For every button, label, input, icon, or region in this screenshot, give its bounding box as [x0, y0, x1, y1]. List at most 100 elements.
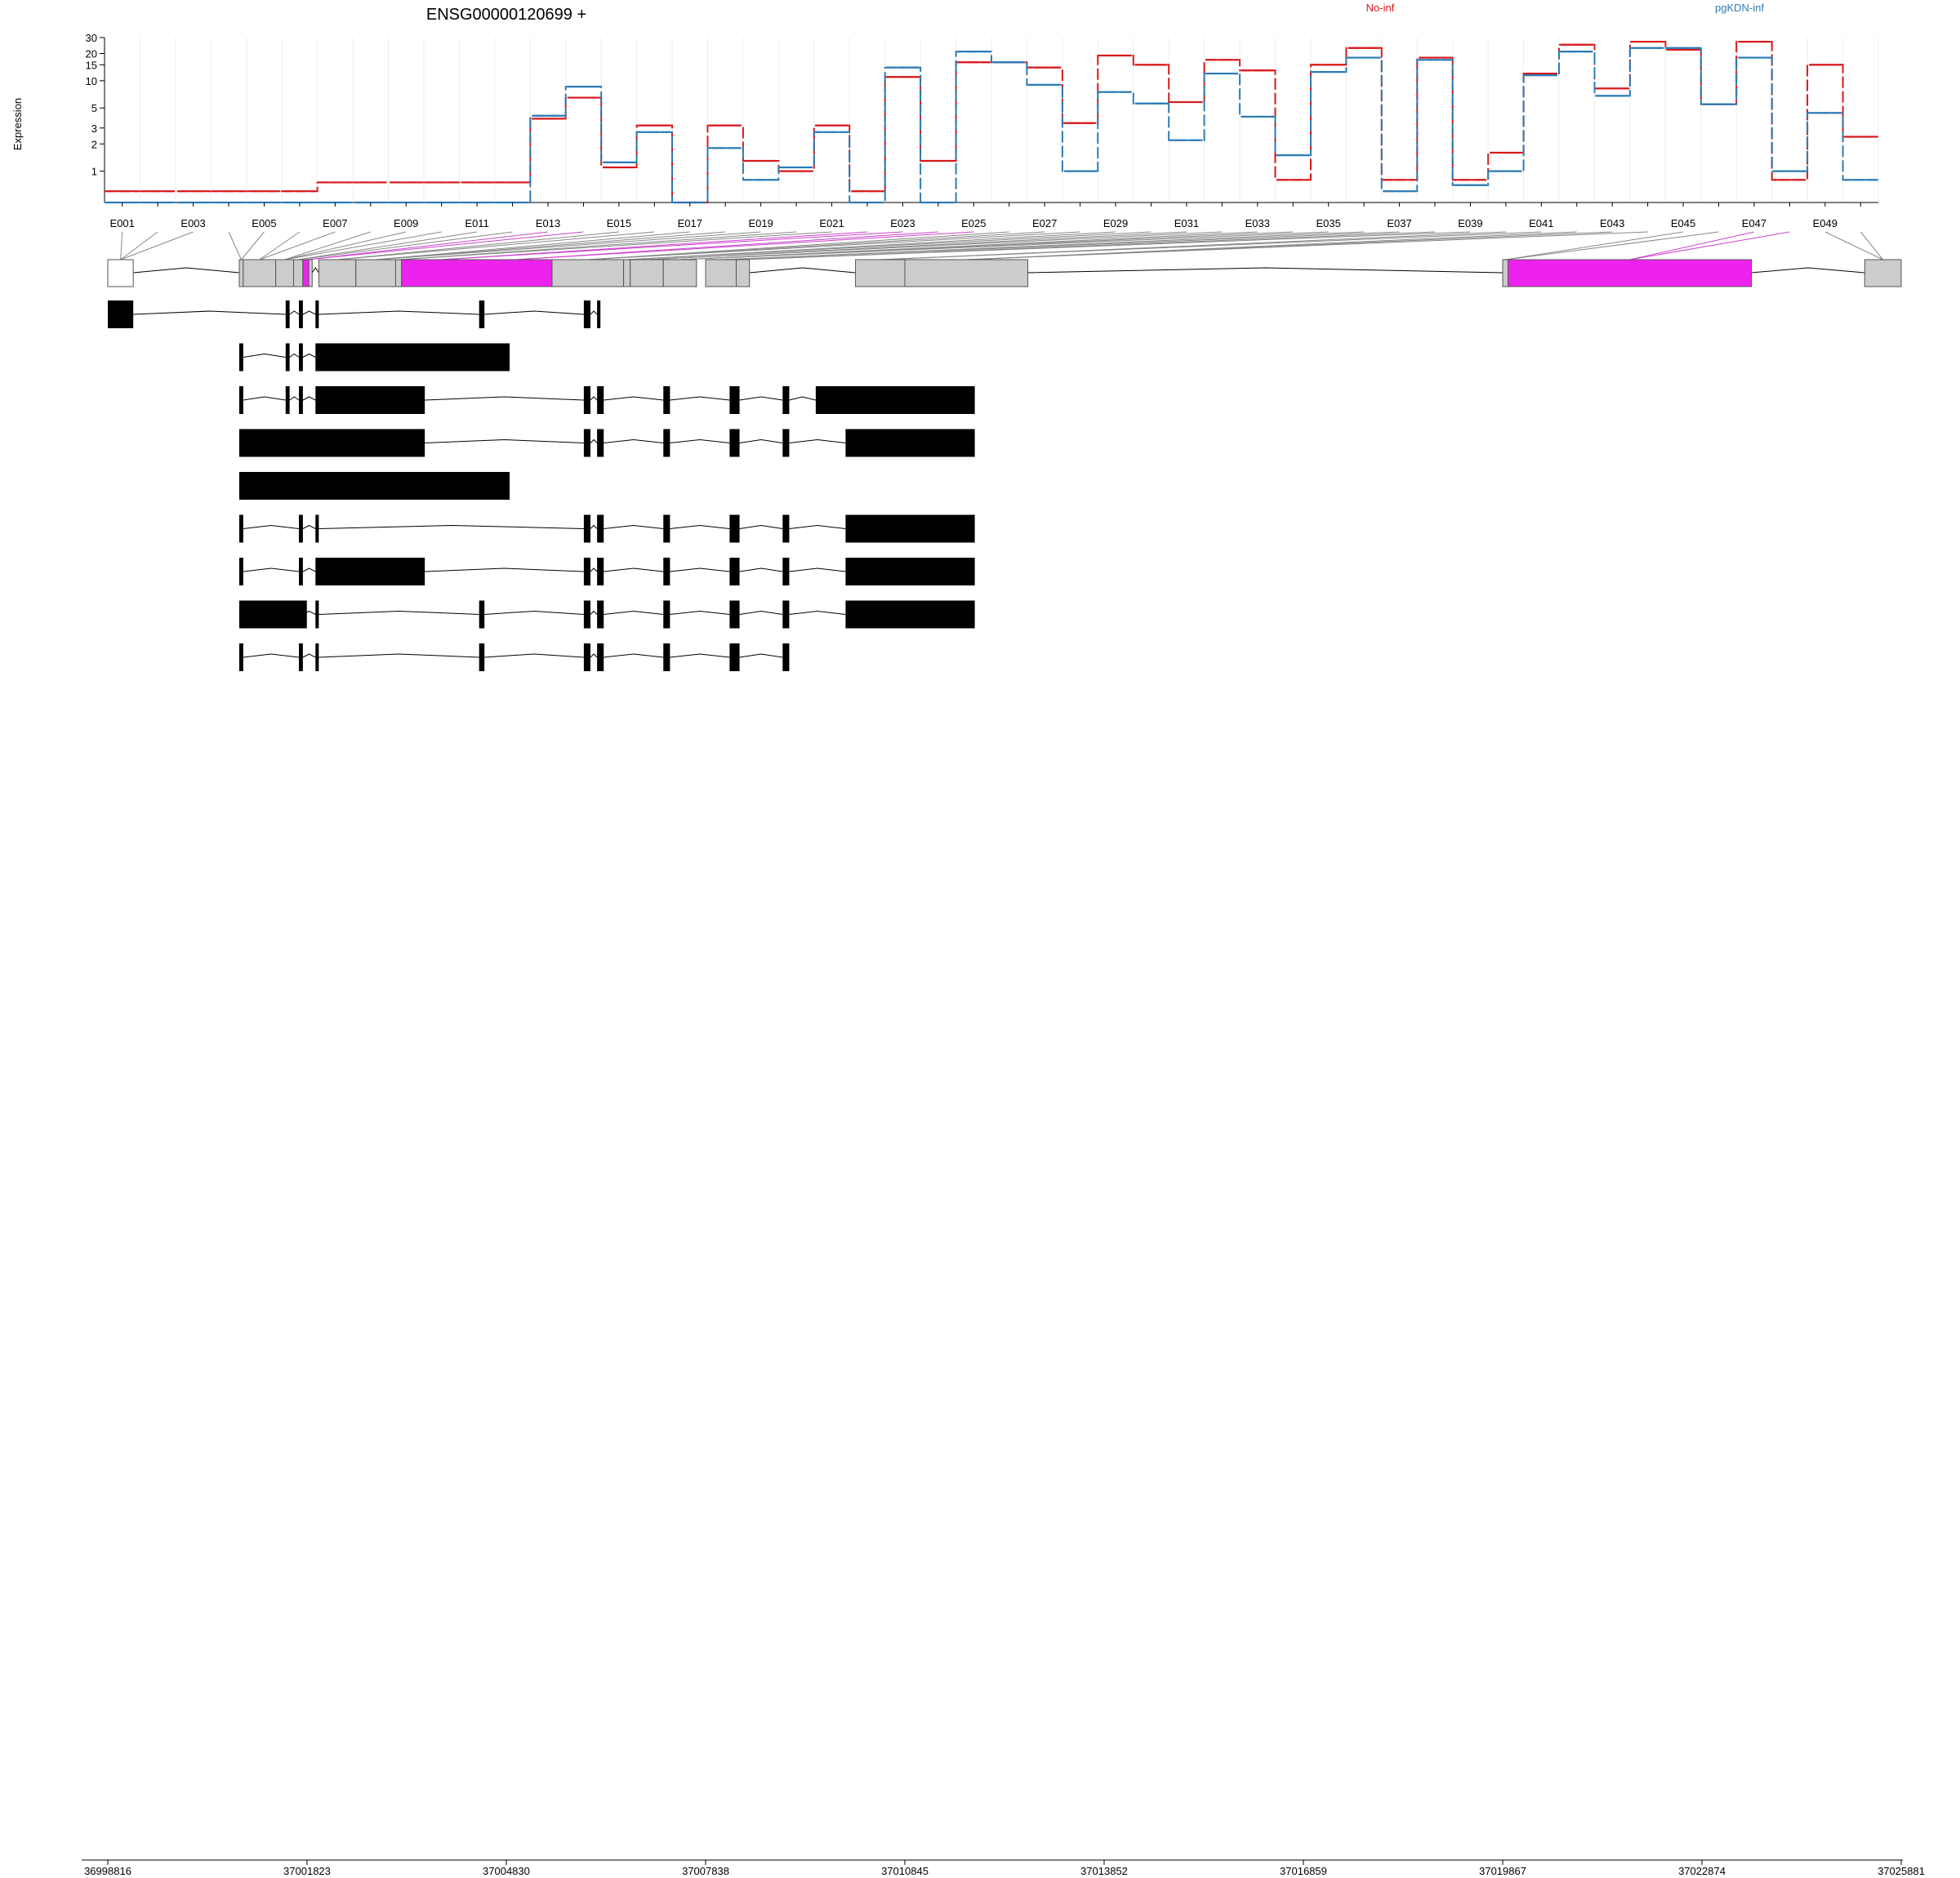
transcript-intron	[243, 653, 300, 658]
exon-label: E029	[1103, 217, 1128, 229]
highlighted-exon	[401, 259, 553, 287]
transcript-intron	[243, 396, 286, 401]
transcript-exon	[597, 429, 604, 457]
transcript-exon	[285, 300, 290, 328]
y-tick-label: 10	[86, 75, 97, 87]
exon-connector	[120, 231, 158, 260]
exon-label: E033	[1245, 217, 1270, 229]
gene-junction	[1027, 267, 1503, 274]
y-tick-label: 3	[91, 122, 97, 135]
transcript-intron	[425, 438, 584, 443]
exon-connector	[337, 231, 619, 260]
transcript-exon	[845, 600, 975, 629]
transcript-exon	[299, 514, 303, 543]
exon-label: E025	[961, 217, 986, 229]
transcript-intron	[289, 310, 300, 315]
transcript-intron	[590, 524, 598, 529]
transcript-exon	[729, 600, 740, 629]
exon-label: E011	[465, 217, 488, 229]
transcript-exon	[315, 343, 510, 372]
transcript-exon	[479, 300, 485, 328]
transcript-intron	[289, 353, 300, 358]
transcript-intron	[789, 438, 846, 443]
transcript-intron	[425, 567, 584, 572]
transcript-exon	[583, 600, 591, 629]
gene-model	[107, 259, 1902, 287]
exon-label: E023	[890, 217, 915, 229]
transcript-exon	[845, 429, 975, 457]
y-axis-label: Expression	[11, 98, 24, 150]
gene-junction	[311, 267, 319, 274]
transcript-intron	[670, 653, 730, 658]
chart-title: ENSG00000120699 +	[426, 6, 586, 24]
transcript-exon	[782, 600, 790, 629]
exon-connector	[307, 231, 584, 260]
exon-label: E009	[394, 217, 418, 229]
genomic-tick-label: 37010845	[881, 1865, 929, 1877]
transcript-intron	[670, 396, 730, 401]
transcript-exon	[815, 386, 975, 414]
transcript-exon	[238, 343, 243, 372]
transcript-exon	[782, 429, 790, 457]
y-tick-label: 20	[86, 48, 97, 60]
transcript-intron	[302, 524, 316, 529]
transcript-exon	[285, 600, 290, 629]
exon-connector	[1860, 231, 1884, 260]
transcript-intron	[590, 610, 598, 615]
gene-exon	[293, 259, 304, 287]
transcript-exon	[315, 643, 319, 671]
exon-connector	[284, 231, 371, 260]
gene-exon	[243, 259, 277, 287]
exon-label: E041	[1529, 217, 1553, 229]
exon-label: E047	[1742, 217, 1766, 229]
gene-exon	[318, 259, 357, 287]
gene-exon	[551, 259, 625, 287]
exon-connector	[376, 231, 761, 260]
genomic-tick-label: 37022874	[1678, 1865, 1726, 1877]
transcript-intron	[590, 396, 598, 401]
exon-connector	[376, 231, 690, 260]
gene-exon	[855, 259, 906, 287]
transcript-intron	[590, 438, 598, 443]
y-tick-label: 5	[91, 102, 97, 114]
exon-label: E027	[1032, 217, 1057, 229]
exon-label: E007	[323, 217, 347, 229]
transcript-intron	[484, 610, 584, 615]
y-tick-label: 2	[91, 138, 97, 150]
y-tick-label: 15	[86, 59, 97, 71]
transcript-exon	[299, 558, 303, 585]
transcript-intron	[789, 610, 846, 615]
exon-connector	[720, 231, 1400, 260]
exon-connector	[259, 231, 301, 260]
transcript-exon	[729, 514, 740, 543]
transcript-exon	[663, 643, 670, 671]
transcript-exon	[663, 429, 670, 457]
transcript-intron	[604, 653, 664, 658]
gene-exon	[238, 259, 244, 287]
transcript-exon	[108, 300, 134, 328]
transcript-exon	[729, 429, 740, 457]
transcript-intron	[739, 524, 783, 529]
transcript-exon	[845, 514, 975, 543]
gene-exon	[355, 259, 396, 287]
transcript-exon	[583, 386, 591, 414]
gene-exon	[394, 259, 403, 287]
transcript-intron	[318, 524, 584, 529]
transcript-exon	[583, 558, 591, 585]
transcript-intron	[789, 396, 816, 401]
transcript-intron	[604, 567, 664, 572]
transcript-intron	[590, 310, 598, 315]
exon-connector	[679, 231, 1329, 260]
transcript-intron	[789, 524, 846, 529]
exon-label: E037	[1387, 217, 1411, 229]
transcript-exon	[315, 300, 319, 328]
exon-connector	[1824, 231, 1883, 260]
legend-item: No-inf	[1366, 2, 1395, 14]
gene-junction	[133, 267, 240, 274]
transcript-intron	[670, 610, 730, 615]
transcript-intron	[604, 438, 664, 443]
transcript-intron	[318, 610, 479, 615]
transcript-intron	[289, 396, 300, 401]
exon-connector	[1505, 231, 1684, 260]
